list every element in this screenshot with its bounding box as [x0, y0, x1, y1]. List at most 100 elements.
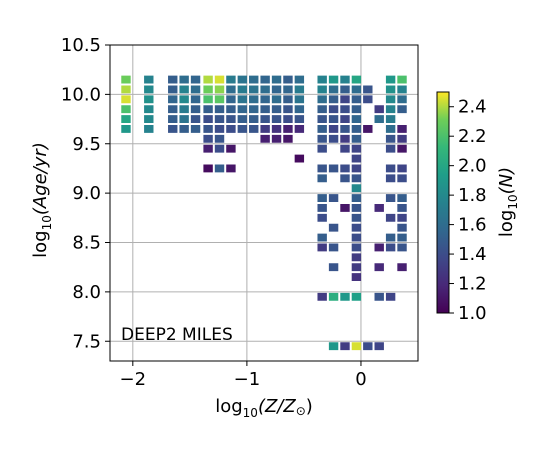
heatmap-cell [386, 145, 395, 153]
heatmap-cell [352, 244, 361, 252]
heatmap-cell [238, 105, 247, 113]
heatmap-cell [144, 95, 153, 103]
x-tick-label: 0 [355, 369, 366, 390]
heatmap-cell [329, 135, 338, 143]
heatmap-cell [340, 105, 349, 113]
heatmap-cell [238, 115, 247, 123]
y-tick-label: 8.0 [72, 282, 101, 303]
heatmap-cell [283, 95, 292, 103]
heatmap-cell [397, 95, 406, 103]
heatmap-cell [168, 115, 177, 123]
heatmap-cell [121, 76, 130, 84]
heatmap-cell [144, 115, 153, 123]
heatmap-cell [352, 145, 361, 153]
heatmap-cell [386, 95, 395, 103]
heatmap-cell [386, 125, 395, 133]
heatmap-cell [238, 86, 247, 94]
heatmap-cell [168, 105, 177, 113]
heatmap-cell [215, 125, 224, 133]
x-axis-label: log10(Z/Z⊙) [215, 396, 313, 420]
heatmap-cell [295, 115, 304, 123]
cells-layer [121, 76, 406, 351]
colorbar [437, 92, 449, 313]
heatmap-cell [352, 86, 361, 94]
heatmap-cell [203, 95, 212, 103]
heatmap-cell [352, 184, 361, 192]
heatmap-cell [215, 135, 224, 143]
heatmap-cell [260, 135, 269, 143]
heatmap-cell [317, 244, 326, 252]
heatmap-cell [386, 115, 395, 123]
heatmap-cell [352, 125, 361, 133]
heatmap-cell [397, 244, 406, 252]
heatmap-cell [317, 234, 326, 242]
heatmap-cell [283, 115, 292, 123]
heatmap-cell [191, 76, 200, 84]
heatmap-cell [226, 105, 235, 113]
heatmap-cell [317, 76, 326, 84]
heatmap-cell [317, 125, 326, 133]
colorbar-tick-label: 2.2 [458, 126, 487, 147]
heatmap-cell [329, 244, 338, 252]
heatmap-cell [203, 105, 212, 113]
heatmap-cell [386, 86, 395, 94]
heatmap-cell [215, 165, 224, 173]
heatmap-cell [386, 234, 395, 242]
heatmap-cell [352, 224, 361, 232]
heatmap-cell [203, 115, 212, 123]
heatmap-cell [397, 174, 406, 182]
heatmap-cell [386, 174, 395, 182]
y-tick-label: 10.0 [61, 84, 101, 105]
heatmap-cell [397, 263, 406, 271]
heatmap-cell [329, 95, 338, 103]
heatmap-cell [386, 244, 395, 252]
heatmap-cell [215, 95, 224, 103]
heatmap-cell [283, 135, 292, 143]
heatmap-cell [272, 105, 281, 113]
heatmap-cell [295, 125, 304, 133]
heatmap-cell [295, 95, 304, 103]
heatmap-cell [215, 86, 224, 94]
heatmap-cell [121, 105, 130, 113]
heatmap-cell [191, 105, 200, 113]
heatmap-cell [375, 204, 384, 212]
heatmap-cell [203, 135, 212, 143]
heatmap-cell [329, 125, 338, 133]
colorbar-tick-label: 1.8 [458, 185, 487, 206]
heatmap-cell [179, 115, 188, 123]
heatmap-cell [340, 145, 349, 153]
heatmap-cell [317, 105, 326, 113]
heatmap-cell [329, 86, 338, 94]
heatmap-cell [317, 145, 326, 153]
heatmap-cell [191, 115, 200, 123]
heatmap-cell [352, 273, 361, 281]
heatmap-cell [179, 125, 188, 133]
heatmap-cell [386, 135, 395, 143]
heatmap-cell [386, 165, 395, 173]
colorbar-ticks: 1.01.21.41.61.82.02.22.4 [449, 97, 487, 324]
heatmap-cell [121, 125, 130, 133]
heatmap-cell [352, 194, 361, 202]
heatmap-cell [283, 125, 292, 133]
heatmap-cell [340, 204, 349, 212]
heatmap-cell [317, 86, 326, 94]
heatmap-cell [179, 76, 188, 84]
heatmap-cell [238, 125, 247, 133]
heatmap-cell [317, 135, 326, 143]
heatmap-cell [226, 76, 235, 84]
heatmap-cell [249, 125, 258, 133]
heatmap-cell [352, 342, 361, 350]
heatmap-cell [191, 95, 200, 103]
heatmap-cell [329, 105, 338, 113]
heatmap-cell [375, 263, 384, 271]
heatmap-cell [352, 293, 361, 301]
heatmap-cell [340, 342, 349, 350]
heatmap-cell [340, 95, 349, 103]
heatmap-cell [386, 76, 395, 84]
heatmap-cell [352, 263, 361, 271]
y-tick-label: 9.0 [72, 183, 101, 204]
heatmap-cell [260, 86, 269, 94]
heatmap-cell [295, 105, 304, 113]
heatmap-cell [386, 293, 395, 301]
heatmap-cell [317, 95, 326, 103]
